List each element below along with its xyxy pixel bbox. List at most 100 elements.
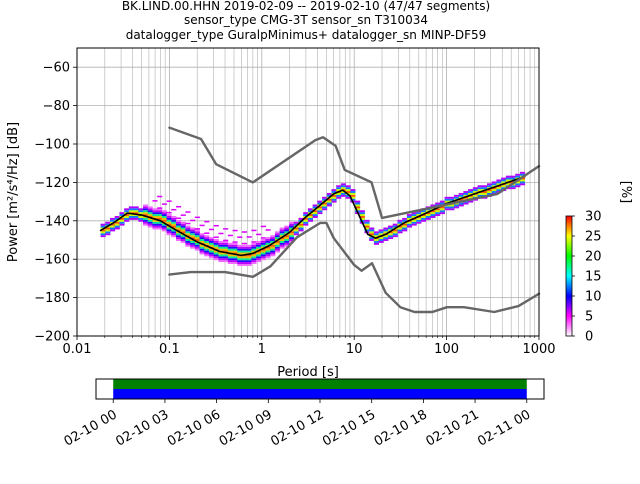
probability-cell (256, 233, 262, 236)
probability-cell (402, 229, 408, 232)
probability-cell (175, 237, 182, 240)
probability-cell (194, 237, 200, 240)
probability-cell (383, 227, 389, 230)
probability-cell (284, 235, 290, 238)
probability-cell (241, 242, 248, 245)
probability-cell (265, 239, 271, 241)
probability-cell (142, 208, 149, 211)
title-line-3: datalogger_type GuralpMinimus+ datalogge… (126, 28, 487, 42)
y-ticks: −200 −180 −160 −140 −120 −100 −80 −60 (34, 61, 77, 345)
probability-cell (322, 202, 328, 205)
probability-cell (213, 252, 219, 255)
probability-cell (223, 248, 229, 251)
probability-cell (378, 237, 384, 240)
probability-cell (166, 211, 172, 214)
probability-cell (204, 254, 210, 257)
probability-cell (232, 260, 238, 263)
probability-cell (208, 239, 215, 241)
probability-cell (185, 225, 191, 228)
probability-cell (152, 200, 158, 202)
probability-cell (388, 233, 394, 236)
probability-cell (190, 227, 196, 230)
probability-cell (204, 242, 210, 245)
probability-cell (251, 246, 257, 249)
probability-cell (105, 221, 111, 224)
probability-cell (486, 183, 493, 186)
probability-cell (331, 196, 337, 199)
probability-cell (284, 225, 290, 228)
probability-cell (246, 250, 252, 253)
probability-cell (383, 237, 389, 240)
coverage-track (113, 379, 527, 389)
probability-cell (355, 208, 361, 211)
probability-cell (194, 246, 200, 249)
probability-cell (133, 210, 139, 213)
probability-cell (171, 231, 177, 234)
probability-cell (256, 256, 262, 259)
probability-cell (270, 246, 276, 249)
probability-cell (204, 232, 210, 234)
colorbar-tick-label: 10 (585, 290, 602, 305)
y-tick-label: −60 (43, 61, 70, 76)
probability-cell (218, 254, 224, 257)
probability-cell (237, 236, 243, 238)
y-tick-label: −120 (34, 176, 70, 191)
probability-cell (430, 212, 436, 215)
probability-cell (421, 210, 427, 213)
probability-cell (161, 210, 167, 213)
probability-cell (411, 223, 417, 226)
title-line-1: BK.LIND.00.HHN 2019-02-09 -- 2019-02-10 … (122, 0, 490, 13)
probability-cell (241, 256, 248, 259)
probability-cell (185, 242, 191, 245)
probability-cell (270, 250, 276, 253)
probability-cell (157, 221, 163, 224)
probability-cell (336, 196, 342, 199)
probability-cell (364, 227, 370, 230)
probability-cell (175, 223, 182, 226)
y-tick-label: −80 (43, 99, 70, 114)
probability-cell (274, 235, 281, 238)
probability-cell (289, 221, 295, 224)
probability-cell (274, 231, 281, 234)
probability-cell (402, 223, 408, 226)
probability-cell (166, 216, 172, 218)
probability-cell (227, 250, 233, 253)
x-tick-label: 10 (346, 342, 363, 357)
probability-cell (152, 212, 158, 215)
probability-cell (317, 200, 323, 203)
probability-cell (185, 240, 191, 243)
probability-cell (256, 258, 262, 261)
probability-cell (237, 248, 243, 251)
probability-cell (298, 229, 304, 232)
coverage-track (113, 389, 527, 399)
probability-cell (279, 235, 285, 238)
probability-cell (260, 240, 266, 243)
probability-cell (326, 200, 332, 203)
probability-cell (100, 235, 106, 238)
probability-cell (312, 214, 318, 216)
probability-cell (265, 252, 271, 255)
probability-cells (100, 171, 526, 266)
probability-cell (147, 214, 153, 216)
probability-cell (307, 214, 314, 216)
probability-cell (491, 189, 497, 192)
probability-cell (307, 219, 314, 222)
probability-cell (147, 217, 153, 220)
probability-cell (208, 237, 215, 240)
plot-frame (76, 47, 540, 337)
probability-cell (142, 217, 149, 220)
probability-cell (119, 219, 125, 222)
probability-cell (190, 246, 196, 249)
probability-cell (322, 206, 328, 209)
probability-cell (180, 239, 186, 241)
probability-cell (359, 217, 365, 220)
probability-cell (406, 214, 412, 216)
probability-cell (223, 258, 229, 261)
probability-cell (425, 212, 431, 215)
probability-cell (166, 200, 172, 202)
probability-cell (458, 202, 464, 205)
probability-cell (369, 227, 375, 230)
probability-cell (307, 208, 314, 211)
probability-cell (274, 246, 281, 249)
probability-cell (331, 198, 337, 201)
